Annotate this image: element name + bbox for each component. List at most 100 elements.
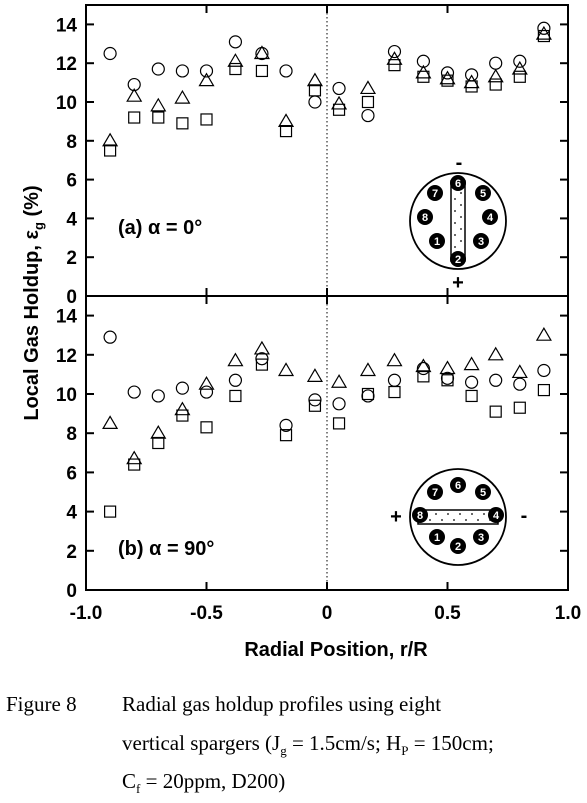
square-marker xyxy=(417,370,430,383)
bar-texture xyxy=(454,222,456,224)
triangle-marker xyxy=(331,95,348,110)
square-marker xyxy=(152,111,165,124)
panel-label: (b) α = 90° xyxy=(118,538,214,560)
triangle-marker xyxy=(359,362,377,377)
x-axis-title: Radial Position, r/R xyxy=(244,639,428,661)
circle-marker xyxy=(279,64,293,78)
y-tick-label: 12 xyxy=(56,346,77,367)
sparger-hole-number: 2 xyxy=(455,254,461,266)
y-tick-label: 4 xyxy=(66,503,77,524)
sparger-hole-number: 7 xyxy=(432,487,438,499)
y-tick-label: 6 xyxy=(66,171,77,192)
sparger-hole xyxy=(450,175,466,191)
triangle-marker xyxy=(487,346,504,361)
bar-texture xyxy=(477,519,479,521)
circle-marker xyxy=(228,35,243,49)
y-tick-label: 8 xyxy=(66,132,77,153)
triangle-marker xyxy=(415,64,432,79)
circle-marker xyxy=(440,66,455,80)
triangle-marker xyxy=(150,425,167,439)
triangle-marker xyxy=(102,415,119,429)
sparger-diagram-icon: - +1 2 345 6 78 xyxy=(409,152,507,294)
y-tick-label: 14 xyxy=(56,15,78,36)
bar-texture xyxy=(460,204,462,206)
circle-marker xyxy=(416,54,430,68)
square-marker xyxy=(200,113,213,126)
circle-marker xyxy=(103,46,117,61)
sparger-hole-number: 7 xyxy=(432,188,438,200)
plus-sign: + xyxy=(390,506,402,528)
y-tick-label: 2 xyxy=(66,248,77,269)
square-marker xyxy=(537,383,551,397)
bar-texture xyxy=(447,513,449,515)
minus-sign: - xyxy=(521,505,528,527)
square-marker xyxy=(513,70,526,83)
triangle-marker xyxy=(386,51,403,65)
axis-ticks xyxy=(85,5,569,591)
square-marker xyxy=(441,74,454,87)
triangle-marker xyxy=(253,340,270,355)
square-marker xyxy=(489,405,502,418)
y-tick-label: 10 xyxy=(56,385,77,406)
triangle-marker xyxy=(415,358,432,373)
sparger-hole-number: 1 xyxy=(434,532,440,544)
circle-marker xyxy=(537,21,551,35)
y-tick-label: 4 xyxy=(66,209,77,230)
bar-texture xyxy=(435,513,437,515)
triangle-marker xyxy=(102,132,119,147)
circle-marker xyxy=(489,56,503,70)
circle-marker xyxy=(465,375,479,389)
triangle-marker xyxy=(198,376,215,390)
square-marker xyxy=(152,436,165,450)
y-tick-label: 0 xyxy=(66,581,77,602)
caption-text: = 20ppm, D200) xyxy=(140,769,286,793)
square-marker xyxy=(332,417,346,430)
y-tick-label: 12 xyxy=(56,54,77,75)
sparger-hole xyxy=(417,209,433,225)
x-tick-label: 0 xyxy=(322,603,333,624)
figure-number: Figure 8 xyxy=(6,692,77,716)
caption-subscript: g xyxy=(280,743,287,759)
triangle-marker xyxy=(277,362,295,377)
square-marker xyxy=(537,29,551,43)
bar-texture xyxy=(453,519,455,521)
triangle-marker xyxy=(150,97,167,112)
bar-texture xyxy=(454,246,456,248)
triangle-marker xyxy=(227,53,244,67)
circle-marker xyxy=(332,81,346,96)
triangle-marker xyxy=(511,60,528,75)
triangle-marker xyxy=(463,356,480,371)
triangle-marker xyxy=(359,80,377,95)
caption-subscript: P xyxy=(401,743,409,759)
y-tick-label: 14 xyxy=(56,307,78,328)
bar-texture xyxy=(460,216,462,218)
bar-texture xyxy=(483,513,485,515)
circle-marker xyxy=(361,389,375,403)
square-marker xyxy=(176,117,189,130)
y-axis-title: Local Gas Holdup, εg (%) xyxy=(21,185,46,420)
square-marker xyxy=(465,389,478,403)
square-marker xyxy=(361,387,375,401)
caption-text: = 150cm; xyxy=(408,731,494,755)
triangle-marker xyxy=(439,360,456,375)
sparger-hole-number: 8 xyxy=(417,510,423,522)
bar-texture xyxy=(459,513,461,515)
sparger-hole xyxy=(473,529,489,545)
sparger-hole-number: 2 xyxy=(455,541,461,553)
caption-subscript: f xyxy=(136,781,141,797)
y-tick-label: 10 xyxy=(56,93,77,114)
square-marker xyxy=(441,374,454,387)
square-marker xyxy=(489,78,502,91)
sparger-hole-number: 4 xyxy=(493,510,500,522)
y-title-text: (%) xyxy=(21,185,43,222)
circle-marker xyxy=(513,377,527,391)
caption-text: = 1.5cm/s; H xyxy=(286,731,402,755)
sparger-hole-number: 4 xyxy=(487,212,494,224)
square-marker xyxy=(361,95,375,109)
sparger-hole-number: 3 xyxy=(478,236,484,248)
square-marker xyxy=(279,124,293,138)
sparger-hole-number: 6 xyxy=(455,480,461,492)
caption-text: vertical spargers (J xyxy=(122,731,281,755)
y-tick-label: 6 xyxy=(66,463,77,484)
sparger-hole xyxy=(429,529,445,545)
